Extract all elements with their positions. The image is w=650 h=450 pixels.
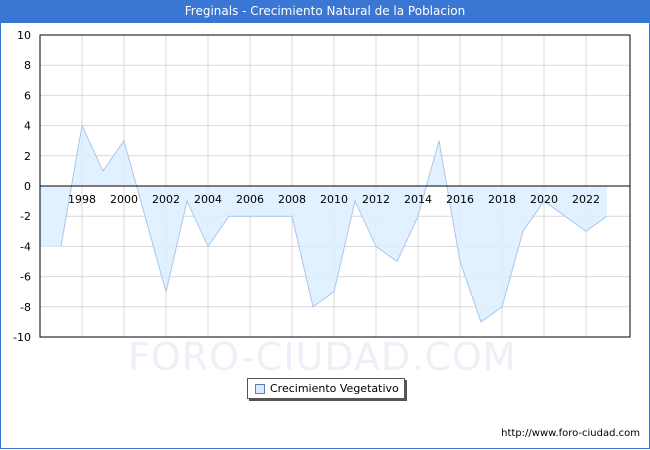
svg-text:2010: 2010 <box>320 193 348 206</box>
legend: Crecimiento Vegetativo <box>247 378 405 399</box>
svg-text:8: 8 <box>24 59 31 72</box>
svg-text:2: 2 <box>24 150 31 163</box>
svg-text:2002: 2002 <box>152 193 180 206</box>
y-axis-ticks: 10 8 6 4 2 0 -2 -4 -6 -8 -10 <box>13 29 31 344</box>
svg-text:2004: 2004 <box>194 193 222 206</box>
svg-text:-4: -4 <box>20 240 31 253</box>
svg-text:2000: 2000 <box>110 193 138 206</box>
source-url: http://www.foro-ciudad.com <box>501 428 640 439</box>
axes <box>39 34 631 338</box>
data-area <box>40 123 608 323</box>
svg-text:2018: 2018 <box>488 193 516 206</box>
svg-text:2014: 2014 <box>404 193 432 206</box>
svg-text:-2: -2 <box>20 210 31 223</box>
legend-swatch-icon <box>255 384 265 394</box>
svg-text:-10: -10 <box>13 331 31 344</box>
svg-text:4: 4 <box>24 120 31 133</box>
svg-text:6: 6 <box>24 89 31 102</box>
svg-text:2020: 2020 <box>530 193 558 206</box>
svg-text:2008: 2008 <box>278 193 306 206</box>
watermark: FORO-CIUDAD.COM <box>128 335 517 379</box>
svg-text:0: 0 <box>24 180 31 193</box>
svg-text:-8: -8 <box>20 301 31 314</box>
svg-text:1998: 1998 <box>68 193 96 206</box>
svg-text:-6: -6 <box>20 271 31 284</box>
x-axis-ticks: 1998 2000 2002 2004 2006 2008 2010 2012 2014 2016… <box>68 193 600 206</box>
svg-text:2012: 2012 <box>362 193 390 206</box>
svg-text:2016: 2016 <box>446 193 474 206</box>
svg-text:2006: 2006 <box>236 193 264 206</box>
svg-text:10: 10 <box>17 29 31 42</box>
chart-title: Freginals - Crecimiento Natural de la Po… <box>0 0 650 23</box>
legend-label: Crecimiento Vegetativo <box>270 382 399 395</box>
svg-text:2022: 2022 <box>572 193 600 206</box>
